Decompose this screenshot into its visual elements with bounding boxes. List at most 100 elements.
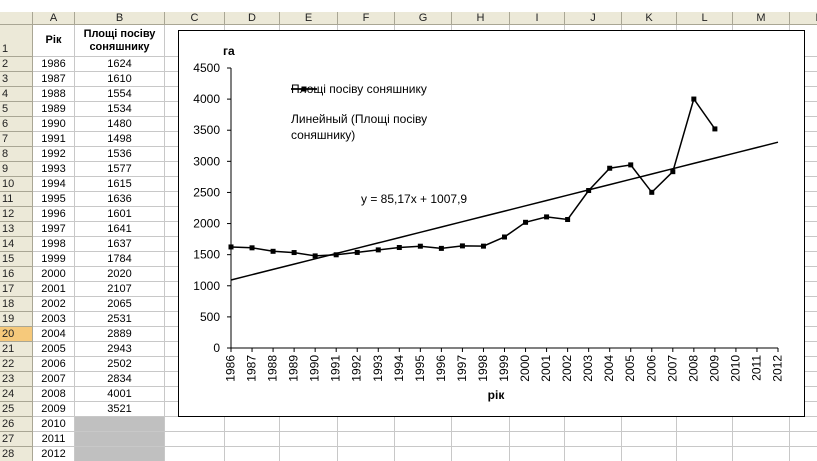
cell[interactable]: 1998 xyxy=(33,237,75,252)
cell[interactable] xyxy=(280,417,338,432)
cell[interactable] xyxy=(338,417,395,432)
cell[interactable]: 1624 xyxy=(75,57,165,72)
column-header[interactable]: G xyxy=(395,12,452,25)
cell[interactable] xyxy=(622,432,677,447)
cell[interactable] xyxy=(225,432,280,447)
row-header[interactable]: 9 xyxy=(0,162,33,177)
cell[interactable]: 1995 xyxy=(33,192,75,207)
column-header[interactable]: L xyxy=(677,12,733,25)
cell[interactable] xyxy=(510,447,565,461)
cell[interactable]: 2065 xyxy=(75,297,165,312)
cell[interactable]: 3521 xyxy=(75,402,165,417)
cell[interactable]: 1534 xyxy=(75,102,165,117)
row-header[interactable]: 8 xyxy=(0,147,33,162)
row-header[interactable]: 25 xyxy=(0,402,33,417)
row-header[interactable]: 21 xyxy=(0,342,33,357)
cell[interactable] xyxy=(790,447,817,461)
cell[interactable]: 2000 xyxy=(33,267,75,282)
column-header[interactable]: J xyxy=(565,12,622,25)
cell[interactable] xyxy=(395,432,452,447)
cell[interactable]: 1989 xyxy=(33,102,75,117)
cell[interactable]: Площі посіву соняшнику xyxy=(75,25,165,57)
cell[interactable]: 1554 xyxy=(75,87,165,102)
row-header[interactable]: 18 xyxy=(0,297,33,312)
column-header[interactable]: F xyxy=(338,12,395,25)
row-header[interactable]: 3 xyxy=(0,72,33,87)
cell[interactable] xyxy=(510,432,565,447)
cell[interactable]: 2007 xyxy=(33,372,75,387)
cell[interactable] xyxy=(677,447,733,461)
row-header[interactable]: 27 xyxy=(0,432,33,447)
cell[interactable]: 2006 xyxy=(33,357,75,372)
cell[interactable]: 1988 xyxy=(33,87,75,102)
cell[interactable] xyxy=(338,432,395,447)
cell[interactable]: Рік xyxy=(33,25,75,57)
column-header[interactable]: E xyxy=(280,12,338,25)
cell[interactable] xyxy=(165,417,225,432)
cell[interactable]: 1994 xyxy=(33,177,75,192)
corner[interactable] xyxy=(0,12,33,25)
row-header[interactable]: 10 xyxy=(0,177,33,192)
cell[interactable]: 1987 xyxy=(33,72,75,87)
row-header[interactable]: 23 xyxy=(0,372,33,387)
cell[interactable] xyxy=(790,432,817,447)
cell[interactable]: 1637 xyxy=(75,237,165,252)
cell[interactable]: 1992 xyxy=(33,147,75,162)
row-header[interactable]: 16 xyxy=(0,267,33,282)
cell[interactable] xyxy=(733,432,790,447)
cell[interactable] xyxy=(452,447,510,461)
cell[interactable]: 1784 xyxy=(75,252,165,267)
row-header[interactable]: 5 xyxy=(0,102,33,117)
cell[interactable]: 2834 xyxy=(75,372,165,387)
cell[interactable] xyxy=(677,432,733,447)
cell[interactable]: 1636 xyxy=(75,192,165,207)
cell[interactable]: 2005 xyxy=(33,342,75,357)
row-header[interactable]: 19 xyxy=(0,312,33,327)
cell[interactable] xyxy=(622,417,677,432)
cell[interactable]: 1999 xyxy=(33,252,75,267)
cell[interactable]: 1993 xyxy=(33,162,75,177)
cell[interactable]: 1997 xyxy=(33,222,75,237)
cell[interactable]: 2002 xyxy=(33,297,75,312)
cell[interactable] xyxy=(280,432,338,447)
cell[interactable] xyxy=(165,432,225,447)
cell[interactable] xyxy=(165,447,225,461)
cell[interactable] xyxy=(565,447,622,461)
cell[interactable]: 2009 xyxy=(33,402,75,417)
row-header[interactable]: 15 xyxy=(0,252,33,267)
row-header[interactable]: 2 xyxy=(0,57,33,72)
cell[interactable] xyxy=(565,417,622,432)
row-header[interactable]: 24 xyxy=(0,387,33,402)
row-header[interactable]: 1 xyxy=(0,25,33,57)
row-header[interactable]: 11 xyxy=(0,192,33,207)
cell[interactable]: 2008 xyxy=(33,387,75,402)
cell[interactable]: 2107 xyxy=(75,282,165,297)
cell[interactable] xyxy=(338,447,395,461)
cell[interactable] xyxy=(280,447,338,461)
cell[interactable]: 2889 xyxy=(75,327,165,342)
cell[interactable] xyxy=(225,417,280,432)
cell[interactable]: 2004 xyxy=(33,327,75,342)
column-header[interactable]: K xyxy=(622,12,677,25)
cell[interactable] xyxy=(395,417,452,432)
row-header[interactable]: 20 xyxy=(0,327,33,342)
cell[interactable]: 4001 xyxy=(75,387,165,402)
row-header[interactable]: 7 xyxy=(0,132,33,147)
cell[interactable]: 2020 xyxy=(75,267,165,282)
cell[interactable]: 1498 xyxy=(75,132,165,147)
row-header[interactable]: 22 xyxy=(0,357,33,372)
cell[interactable] xyxy=(75,417,165,432)
column-header[interactable]: M xyxy=(733,12,790,25)
row-header[interactable]: 26 xyxy=(0,417,33,432)
row-header[interactable]: 6 xyxy=(0,117,33,132)
cell[interactable] xyxy=(452,417,510,432)
row-header[interactable]: 12 xyxy=(0,207,33,222)
cell[interactable]: 1480 xyxy=(75,117,165,132)
cell[interactable]: 2012 xyxy=(33,447,75,461)
cell[interactable]: 1601 xyxy=(75,207,165,222)
row-header[interactable]: 14 xyxy=(0,237,33,252)
cell[interactable]: 1536 xyxy=(75,147,165,162)
cell[interactable]: 1986 xyxy=(33,57,75,72)
column-header[interactable]: N xyxy=(790,12,817,25)
column-header[interactable]: A xyxy=(33,12,75,25)
